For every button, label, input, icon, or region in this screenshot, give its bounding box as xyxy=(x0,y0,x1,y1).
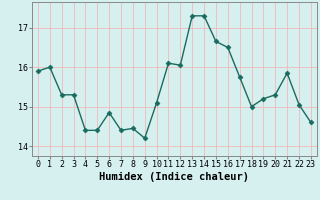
X-axis label: Humidex (Indice chaleur): Humidex (Indice chaleur) xyxy=(100,172,249,182)
